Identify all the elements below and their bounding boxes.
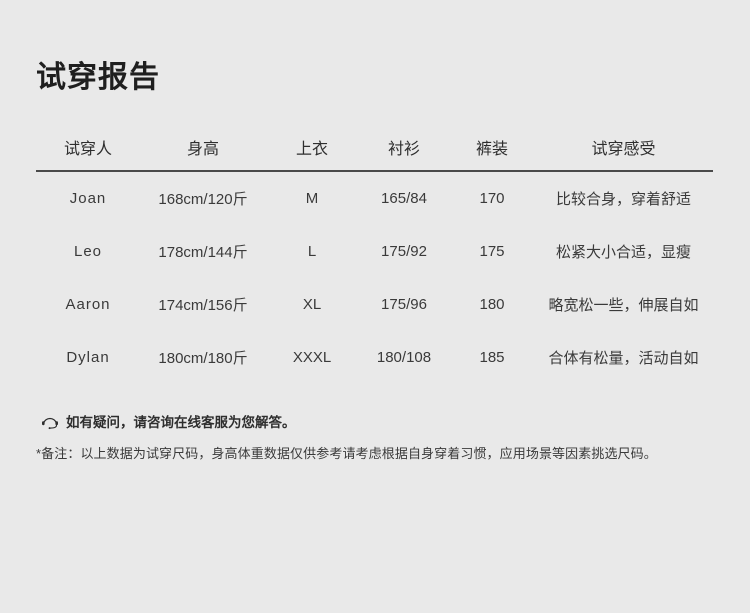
cell-person: Dylan <box>66 349 110 366</box>
headset-icon <box>40 411 60 431</box>
cell-feel: 松紧大小合适，显瘦 <box>555 244 691 261</box>
column-header-shirt: 衬衫 <box>387 141 420 158</box>
cell-height: 174cm/156斤 <box>158 297 248 314</box>
table-header: 试穿人 身高 上衣 衬衫 裤装 试穿感受 <box>36 128 713 171</box>
cell-pants: 170 <box>479 190 505 207</box>
table-row: Aaron 174cm/156斤 XL 175/96 180 略宽松一些，伸展自… <box>36 278 713 331</box>
cell-feel: 略宽松一些，伸展自如 <box>548 297 699 314</box>
cell-pants: 180 <box>479 296 505 313</box>
customer-service-note[interactable]: 如有疑问，请咨询在线客服为您解答。 <box>40 411 296 431</box>
cell-pants: 175 <box>479 243 505 260</box>
table-row: Leo 178cm/144斤 L 175/92 175 松紧大小合适，显瘦 <box>36 225 713 278</box>
cell-feel: 合体有松量，活动自如 <box>548 350 699 367</box>
fit-report-table: 试穿人 身高 上衣 衬衫 裤装 试穿感受 Joan 168cm/120斤 M 1… <box>36 128 713 384</box>
cell-pants: 185 <box>479 349 505 366</box>
column-header-top: 上衣 <box>295 141 328 158</box>
table-header-row: 试穿人 身高 上衣 衬衫 裤装 试穿感受 <box>36 128 713 171</box>
cell-person: Joan <box>69 190 107 207</box>
table-row: Joan 168cm/120斤 M 165/84 170 比较合身，穿着舒适 <box>36 171 713 225</box>
customer-service-note-text: 如有疑问，请咨询在线客服为您解答。 <box>66 415 296 430</box>
cell-shirt: 165/84 <box>381 190 427 207</box>
cell-feel: 比较合身，穿着舒适 <box>555 191 691 208</box>
cell-height: 178cm/144斤 <box>158 244 248 261</box>
cell-shirt: 180/108 <box>376 349 432 366</box>
column-header-pants: 裤装 <box>475 141 508 158</box>
cell-top: M <box>305 190 319 207</box>
footnote-text: *备注：以上数据为试穿尺码，身高体重数据仅供参考请考虑根据自身穿着习惯，应用场景… <box>36 446 657 461</box>
cell-person: Aaron <box>65 296 111 313</box>
cell-height: 180cm/180斤 <box>158 350 248 367</box>
column-header-height: 身高 <box>186 141 219 158</box>
cell-shirt: 175/92 <box>381 243 427 260</box>
table-body: Joan 168cm/120斤 M 165/84 170 比较合身，穿着舒适 L… <box>36 171 713 384</box>
cell-height: 168cm/120斤 <box>158 191 248 208</box>
cell-person: Leo <box>73 243 103 260</box>
column-header-person: 试穿人 <box>63 141 112 158</box>
table-row: Dylan 180cm/180斤 XXXL 180/108 185 合体有松量，… <box>36 331 713 384</box>
column-header-feel: 试穿感受 <box>591 141 656 158</box>
cell-top: XL <box>302 296 322 313</box>
cell-top: XXXL <box>292 349 332 366</box>
cell-shirt: 175/96 <box>381 296 427 313</box>
cell-top: L <box>307 243 317 260</box>
page-title: 试穿报告 <box>36 61 160 94</box>
